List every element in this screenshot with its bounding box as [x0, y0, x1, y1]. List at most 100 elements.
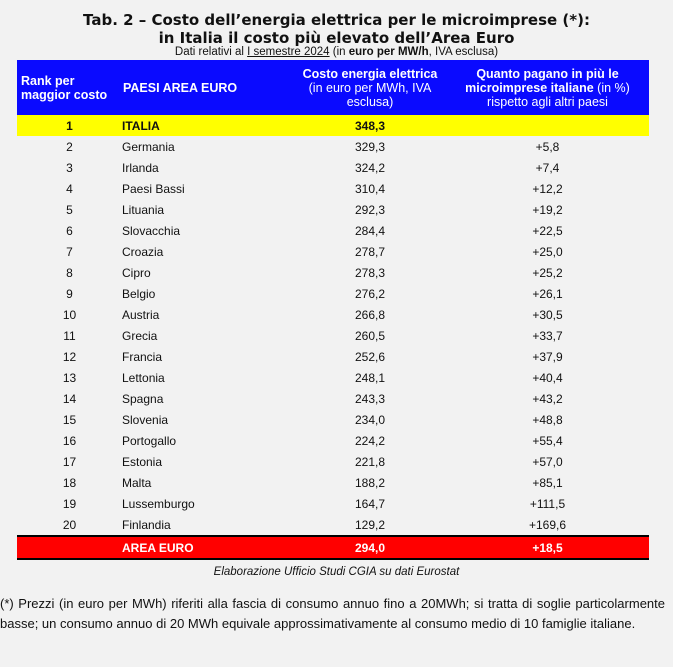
- cell-country: Slovenia: [122, 412, 169, 427]
- cell-cost: 248,1: [354, 370, 386, 385]
- cell-rank: 9: [66, 286, 73, 301]
- subtitle-text: (in: [329, 46, 349, 58]
- header-pct-label: Quanto pagano in più le microimprese ita…: [465, 66, 619, 95]
- header-cost: Costo energia elettrica (in euro per MWh,…: [294, 60, 446, 115]
- cell-pct: +43,2: [532, 391, 563, 406]
- cell-country: Cipro: [122, 265, 151, 280]
- cell-country: Finlandia: [122, 517, 171, 532]
- table-row: 20 Finlandia 129,2 +169,6: [17, 514, 649, 536]
- cell-country: Slovacchia: [122, 223, 181, 238]
- header-cost-label: Costo energia elettrica: [302, 66, 438, 81]
- table-row: 12 Francia 252,6 +37,9: [17, 346, 649, 367]
- table-row: 16 Portogallo 224,2 +55,4: [17, 430, 649, 451]
- table-row: 3 Irlanda 324,2 +7,4: [17, 157, 649, 178]
- cell-pct: +48,8: [532, 412, 563, 427]
- table-row: 8 Cipro 278,3 +25,2: [17, 262, 649, 283]
- table-row: 14 Spagna 243,3 +43,2: [17, 388, 649, 409]
- cell-cost: 266,8: [354, 307, 386, 322]
- table-row: 13 Lettonia 248,1 +40,4: [17, 367, 649, 388]
- cell-cost: 276,2: [354, 286, 386, 301]
- cell-country: ITALIA: [122, 118, 160, 133]
- header-cost-note: (in euro per MWh, IVA esclusa): [308, 80, 432, 109]
- cell-rank: 3: [66, 160, 73, 175]
- cell-rank: 7: [66, 244, 73, 259]
- table-row: 2 Germania 329,3 +5,8: [17, 136, 649, 157]
- table-title-line2: in Italia il costo più elevato dell’Area…: [158, 29, 515, 47]
- cell-pct: +18,5: [532, 540, 563, 555]
- table-row: 6 Slovacchia 284,4 +22,5: [17, 220, 649, 241]
- cell-cost: 348,3: [354, 118, 386, 133]
- cell-country: Lituania: [122, 202, 165, 217]
- cell-country: AREA EURO: [122, 540, 194, 555]
- cell-pct: [446, 115, 649, 136]
- cell-country: Estonia: [122, 454, 163, 469]
- cell-cost: 292,3: [354, 202, 386, 217]
- cell-pct: +111,5: [529, 496, 566, 511]
- cell-country: Paesi Bassi: [122, 181, 185, 196]
- table-row: 15 Slovenia 234,0 +48,8: [17, 409, 649, 430]
- cell-cost: 221,8: [354, 454, 386, 469]
- cell-rank: 5: [66, 202, 73, 217]
- cell-rank: 15: [62, 412, 77, 427]
- subtitle-unit: euro per MW/h: [348, 46, 429, 58]
- cell-cost: 324,2: [354, 160, 386, 175]
- table-row: 17 Estonia 221,8 +57,0: [17, 451, 649, 472]
- cell-country: Portogallo: [122, 433, 177, 448]
- cell-rank: 14: [62, 391, 77, 406]
- cell-pct: +26,1: [532, 286, 563, 301]
- table-row: 4 Paesi Bassi 310,4 +12,2: [17, 178, 649, 199]
- cell-pct: +25,0: [532, 244, 563, 259]
- cell-cost: 164,7: [354, 496, 386, 511]
- cell-cost: 188,2: [354, 475, 386, 490]
- cell-cost: 129,2: [354, 517, 386, 532]
- cell-pct: +19,2: [532, 202, 563, 217]
- cell-country: Grecia: [122, 328, 158, 343]
- table-row: 18 Malta 188,2 +85,1: [17, 472, 649, 493]
- cell-cost: 252,6: [354, 349, 386, 364]
- cell-cost: 234,0: [354, 412, 386, 427]
- cell-country: Malta: [122, 475, 152, 490]
- table-subtitle: Dati relativi al I semestre 2024 (in eur…: [0, 46, 673, 58]
- table-row: 1 ITALIA 348,3: [17, 115, 649, 136]
- table-row: 19 Lussemburgo 164,7 +111,5: [17, 493, 649, 514]
- cell-rank: [17, 536, 122, 559]
- cell-rank: 20: [62, 517, 77, 532]
- cell-rank: 13: [62, 370, 77, 385]
- cell-country: Austria: [122, 307, 160, 322]
- cell-rank: 11: [63, 328, 76, 343]
- cell-rank: 6: [66, 223, 73, 238]
- table-row: 9 Belgio 276,2 +26,1: [17, 283, 649, 304]
- cell-pct: +7,4: [535, 160, 560, 175]
- cell-country: Germania: [122, 139, 175, 154]
- total-row: AREA EURO 294,0 +18,5: [17, 536, 649, 559]
- cell-cost: 329,3: [354, 139, 386, 154]
- cell-country: Croazia: [122, 244, 164, 259]
- cell-pct: +33,7: [532, 328, 563, 343]
- cell-cost: 294,0: [354, 540, 386, 555]
- cell-rank: 8: [66, 265, 73, 280]
- table-row: 11 Grecia 260,5 +33,7: [17, 325, 649, 346]
- cell-country: Lussemburgo: [122, 496, 195, 511]
- header-pct-note: rispetto agli altri paesi: [487, 94, 608, 109]
- cell-rank: 19: [62, 496, 77, 511]
- table-row: 10 Austria 266,8 +30,5: [17, 304, 649, 325]
- energy-cost-table: Rank per maggior costo PAESI AREA EURO C…: [17, 60, 649, 560]
- cell-pct: +169,6: [528, 517, 567, 532]
- header-pct: Quanto pagano in più le microimprese ita…: [446, 60, 649, 115]
- cell-rank: 2: [66, 139, 73, 154]
- cell-rank: 12: [62, 349, 77, 364]
- cell-pct: +25,2: [532, 265, 563, 280]
- cell-cost: 260,5: [354, 328, 386, 343]
- cell-country: Spagna: [122, 391, 164, 406]
- cell-cost: 310,4: [354, 181, 386, 196]
- cell-pct: +12,2: [532, 181, 563, 196]
- footnote: (*) Prezzi (in euro per MWh) riferiti al…: [0, 596, 665, 631]
- header-rank: Rank per maggior costo: [21, 73, 108, 102]
- cell-country: Francia: [122, 349, 163, 364]
- cell-pct: +85,1: [532, 475, 563, 490]
- cell-rank: 17: [62, 454, 77, 469]
- cell-cost: 278,3: [354, 265, 386, 280]
- cell-pct: +37,9: [532, 349, 563, 364]
- cell-pct: +40,4: [532, 370, 563, 385]
- cell-country: Lettonia: [122, 370, 165, 385]
